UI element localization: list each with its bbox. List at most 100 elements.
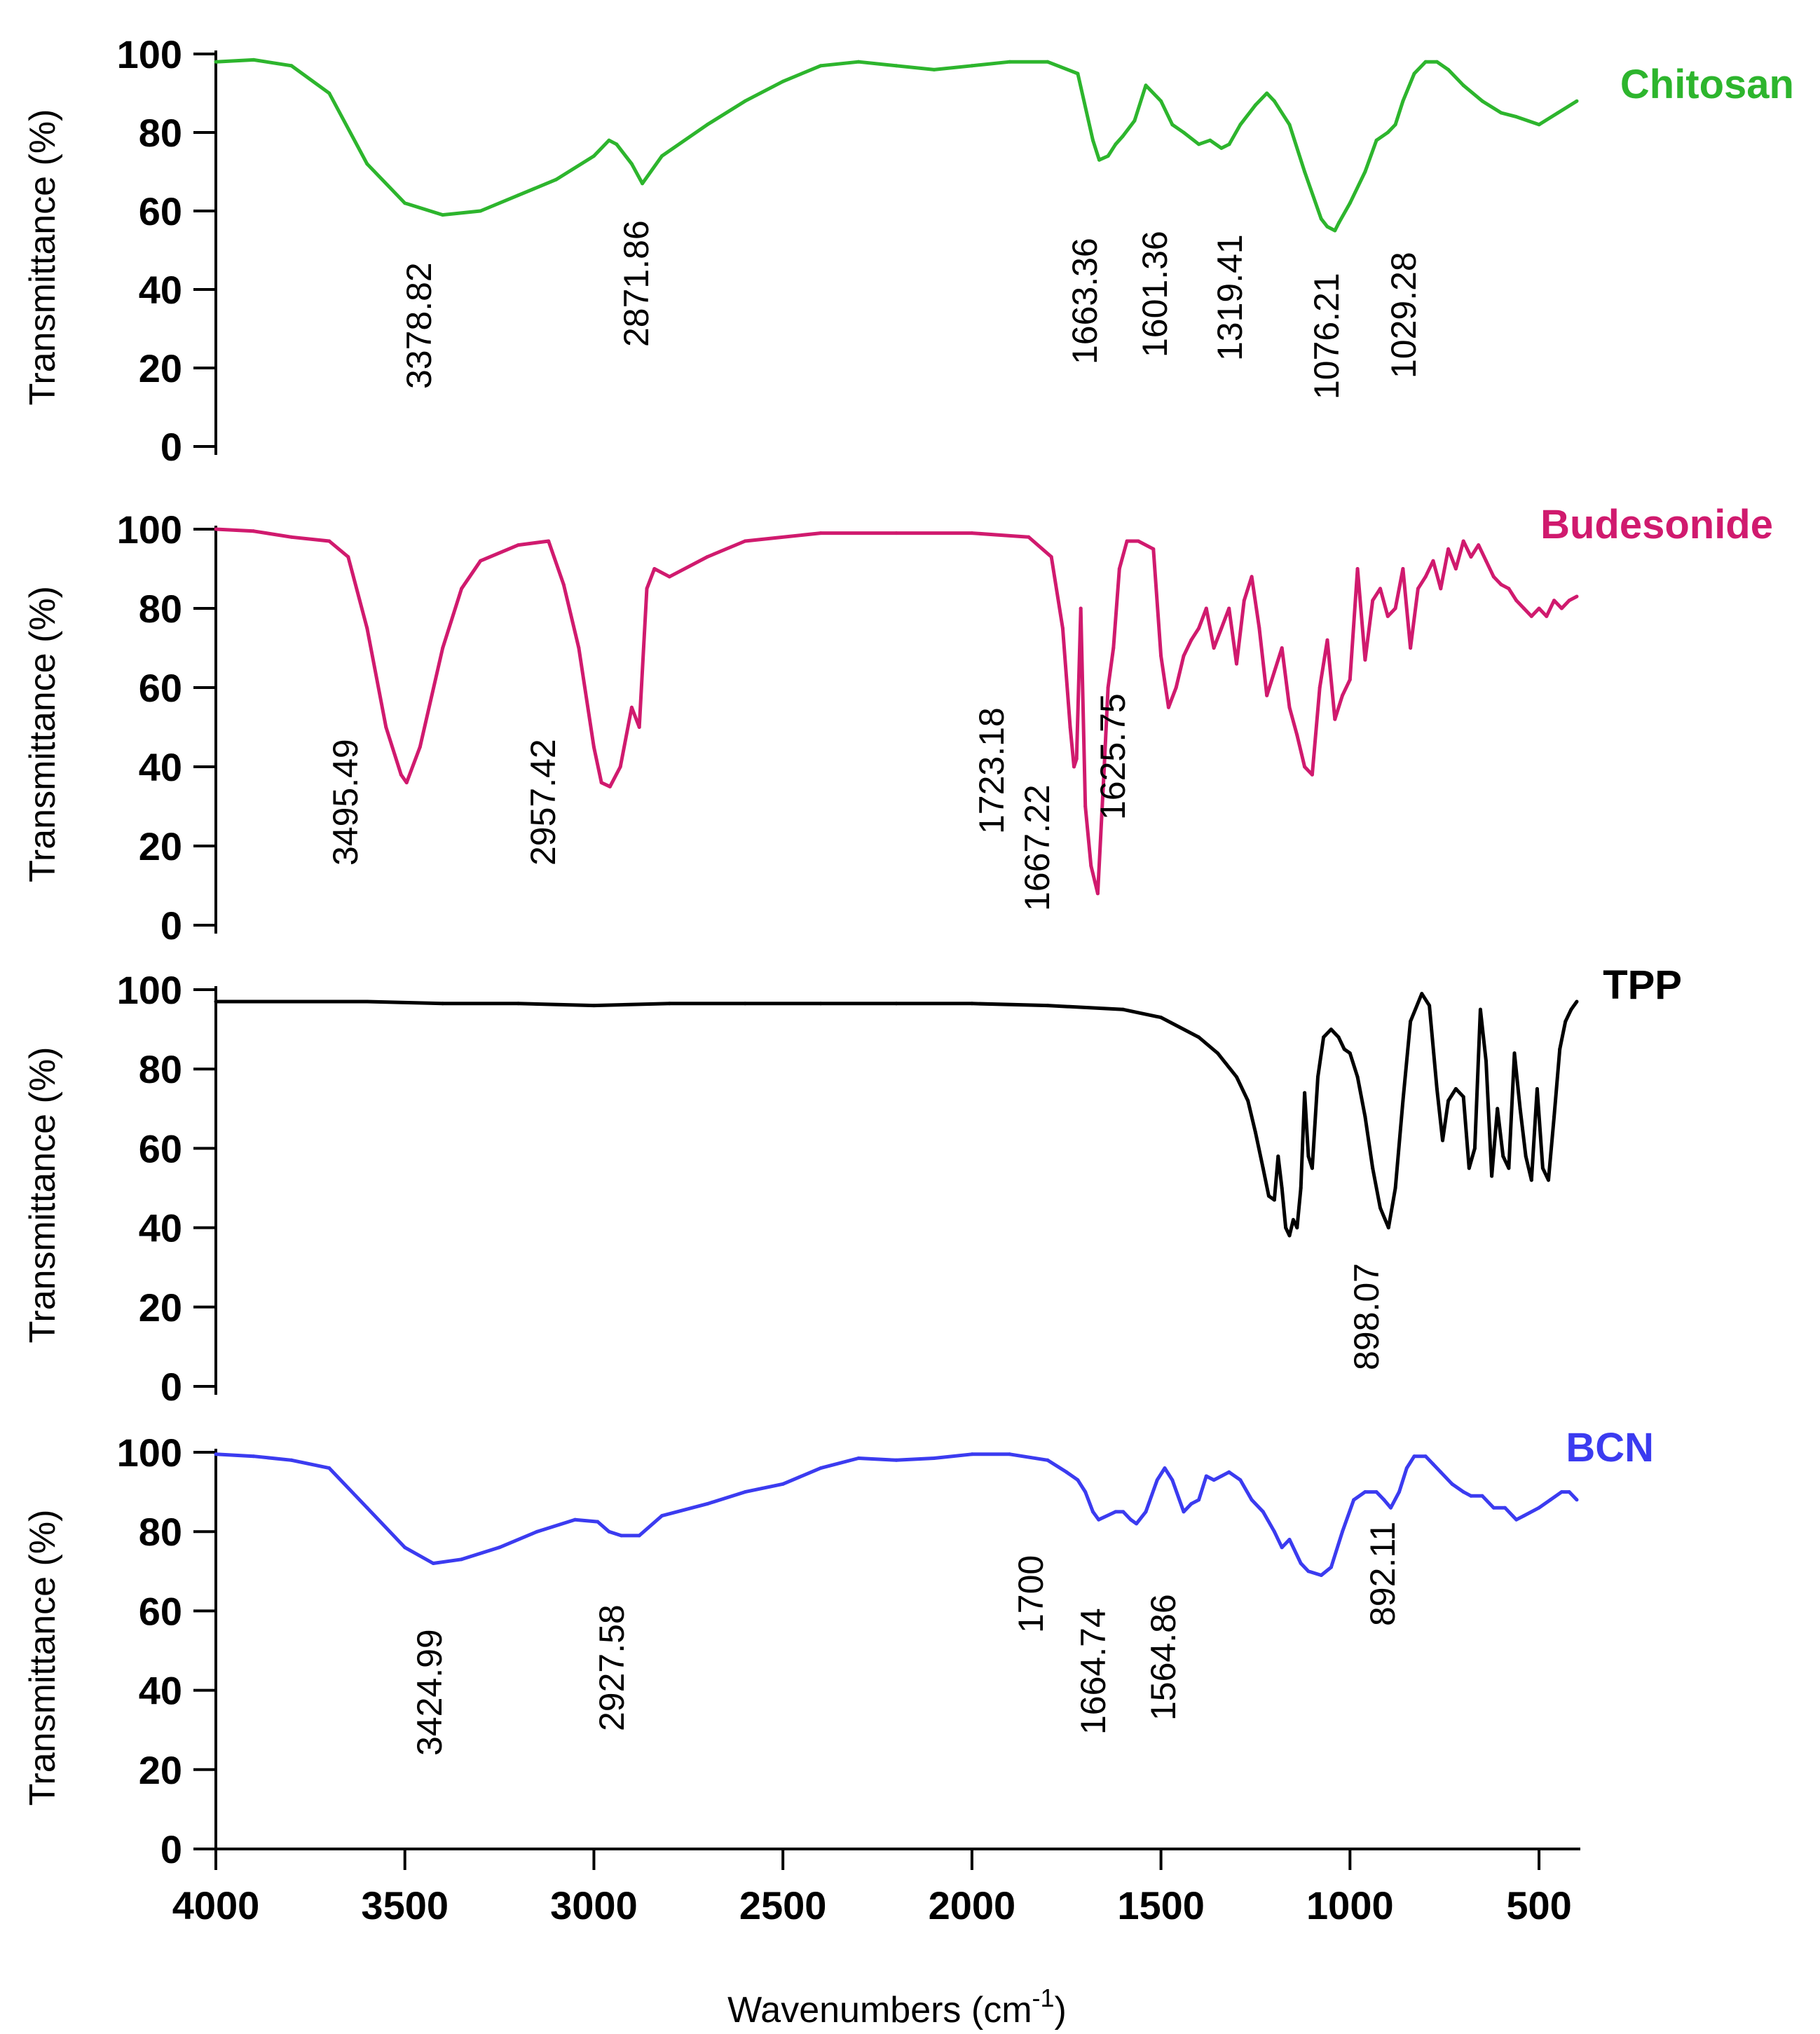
data-point	[607, 1529, 611, 1534]
data-point	[1575, 999, 1579, 1004]
y-tick-label: 60	[139, 666, 182, 710]
y-tick-label: 40	[139, 745, 182, 789]
data-point	[252, 529, 256, 533]
y-tick-label: 80	[139, 111, 182, 155]
data-point	[1114, 1510, 1118, 1514]
data-point	[781, 79, 785, 83]
data-point	[1401, 567, 1405, 571]
data-point	[1046, 1458, 1050, 1462]
data-point	[404, 781, 409, 785]
data-point	[252, 1454, 256, 1459]
data-point	[1089, 864, 1093, 868]
data-point	[1552, 599, 1556, 603]
data-point	[1389, 1506, 1393, 1510]
data-point	[1529, 614, 1533, 618]
data-point	[1095, 892, 1100, 896]
data-point	[1431, 559, 1435, 563]
data-point	[1393, 123, 1397, 127]
data-point	[1097, 158, 1101, 162]
peak-label: 1029.28	[1384, 252, 1423, 378]
data-point	[1412, 71, 1416, 76]
data-point	[1266, 1194, 1271, 1198]
data-point	[1416, 587, 1420, 591]
data-point	[1490, 1174, 1494, 1178]
data-point	[1159, 1016, 1163, 1020]
data-point	[599, 781, 603, 785]
data-point	[1182, 654, 1186, 658]
data-point	[819, 1002, 823, 1006]
data-point	[1575, 99, 1579, 103]
data-point	[1291, 1217, 1295, 1222]
data-point	[1060, 626, 1065, 630]
data-point	[1212, 1478, 1216, 1482]
data-point	[1378, 587, 1382, 591]
peak-label: 2927.58	[592, 1604, 631, 1731]
data-point	[1503, 1506, 1507, 1510]
data-point	[781, 1482, 785, 1486]
data-point	[819, 1466, 823, 1470]
peak-label: 2957.42	[524, 739, 563, 866]
data-point	[1280, 1545, 1284, 1550]
data-point	[1135, 1522, 1139, 1526]
data-point	[554, 177, 558, 182]
data-point	[1404, 1466, 1409, 1470]
data-point	[1348, 678, 1352, 682]
data-point	[1076, 71, 1080, 76]
panel-budesonide: 0 20 40 60 80 100 Transmittance (%) 3495.49 2957…	[22, 502, 1773, 948]
x-tick-label: 1500	[1117, 1883, 1205, 1927]
series-name: BCN	[1566, 1425, 1654, 1470]
data-point	[252, 57, 256, 62]
data-point	[1386, 1226, 1390, 1230]
data-point	[1378, 1206, 1382, 1210]
data-point	[1299, 1562, 1303, 1565]
data-point	[1514, 1517, 1519, 1522]
data-point	[1117, 567, 1121, 571]
data-point	[1333, 228, 1337, 233]
y-tick-label: 100	[117, 1431, 182, 1475]
data-point	[1409, 646, 1413, 650]
data-point	[365, 626, 369, 630]
data-point	[1446, 67, 1451, 71]
data-point	[970, 531, 974, 535]
data-point	[418, 745, 422, 749]
data-point	[1306, 1569, 1311, 1574]
data-point	[1083, 1490, 1088, 1494]
data-point	[1507, 1166, 1511, 1170]
peak-label: 1601.36	[1135, 231, 1175, 357]
data-point	[547, 539, 551, 543]
data-point	[1227, 606, 1231, 610]
data-point	[1254, 103, 1257, 107]
data-point	[1469, 555, 1473, 559]
data-point	[1478, 1007, 1482, 1011]
data-point	[365, 162, 369, 166]
data-point	[214, 60, 218, 64]
data-point	[970, 1002, 974, 1006]
data-point	[1329, 1028, 1333, 1032]
data-point	[1227, 142, 1231, 146]
data-point	[1552, 1114, 1556, 1119]
data-point	[327, 1466, 331, 1470]
data-point	[819, 64, 823, 68]
spectrum-line-budesonide	[215, 527, 1578, 896]
y-tick-label: 100	[117, 32, 182, 76]
data-point	[1197, 1035, 1201, 1039]
x-tick-label: 3000	[550, 1883, 638, 1927]
data-point	[894, 64, 898, 68]
data-point	[1319, 217, 1323, 221]
data-point	[652, 567, 657, 571]
y-axis-title: Transmittance (%)	[22, 109, 63, 406]
data-point	[1083, 805, 1088, 808]
data-point	[214, 999, 218, 1004]
data-point	[1265, 91, 1269, 95]
data-point	[1068, 725, 1072, 729]
data-point	[1559, 606, 1564, 610]
data-point	[1261, 1166, 1265, 1170]
data-point	[932, 1456, 936, 1460]
data-point	[1250, 1498, 1254, 1502]
y-tick-label: 0	[160, 903, 182, 948]
data-point	[629, 162, 634, 166]
data-point	[1299, 1186, 1303, 1190]
data-point	[1159, 99, 1163, 103]
x-tick-label: 2500	[739, 1883, 827, 1927]
data-point	[1144, 1510, 1148, 1514]
